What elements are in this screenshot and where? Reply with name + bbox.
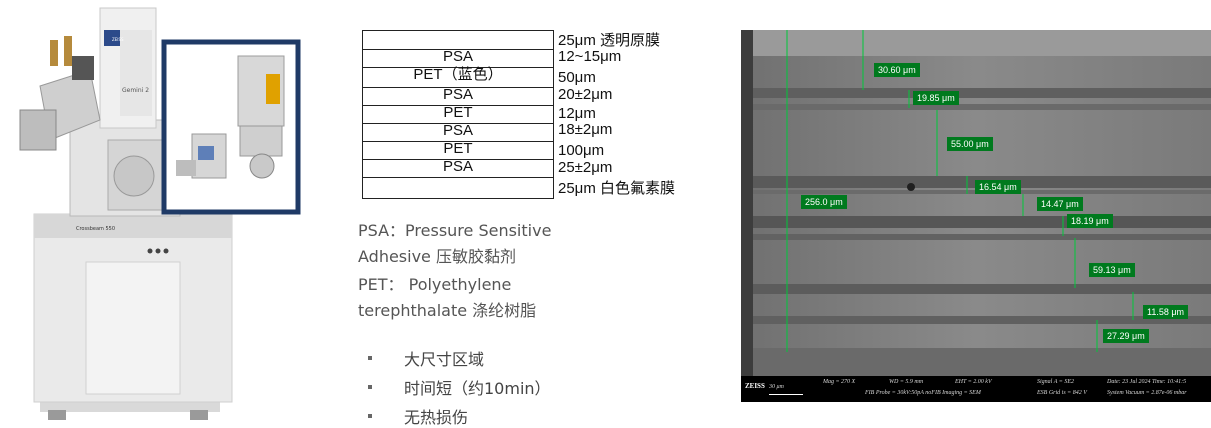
thickness-label: 100μm bbox=[558, 142, 605, 159]
measurement-label: 14.47 μm bbox=[1037, 197, 1083, 211]
layer-pet-blue: PET（蓝色） bbox=[363, 67, 553, 87]
bullet-icon bbox=[368, 385, 372, 389]
measurement-label: 55.00 μm bbox=[947, 137, 993, 151]
layer-psa-3: PSA bbox=[363, 123, 553, 141]
definition-pet-line2: terephthalate 涤纶树脂 bbox=[358, 301, 537, 320]
thickness-label: 25μm 透明原膜 bbox=[558, 32, 660, 49]
scale-bar-label: 30 μm bbox=[769, 384, 784, 390]
definition-pet-line1: PET： Polyethylene bbox=[358, 275, 512, 294]
esb-grid: ESB Grid is = 842 V bbox=[1037, 390, 1087, 396]
svg-text:ZEISS: ZEISS bbox=[112, 37, 124, 42]
crossbeam-instrument-image: ZEISS Gemini 2 Crossbeam 550 bbox=[19, 7, 301, 420]
magnification: Mag = 270 X bbox=[823, 379, 856, 385]
thickness-label: 20±2μm bbox=[558, 86, 613, 103]
measurement-label: 59.13 μm bbox=[1089, 263, 1135, 277]
system-vacuum: System Vacuum = 2.87e-06 mbar bbox=[1107, 390, 1187, 396]
svg-text:Gemini 2: Gemini 2 bbox=[122, 87, 149, 94]
measurement-label: 16.54 μm bbox=[975, 180, 1021, 194]
thickness-label: 12μm bbox=[558, 105, 596, 122]
layer-stack-diagram: PSA PET（蓝色） PSA PET PSA PET PSA bbox=[362, 30, 554, 199]
measurement-label: 27.29 μm bbox=[1103, 329, 1149, 343]
svg-text:Crossbeam 550: Crossbeam 550 bbox=[76, 226, 115, 232]
signal: Signal A = SE2 bbox=[1037, 379, 1074, 385]
layer-psa-2: PSA bbox=[363, 87, 553, 105]
zeiss-badge-icon bbox=[104, 30, 120, 46]
layer-psa-1: PSA bbox=[363, 49, 553, 67]
bullet-icon bbox=[368, 356, 372, 360]
measurement-label: 18.19 μm bbox=[1067, 214, 1113, 228]
sem-info-bar: ZEISS 30 μm Mag = 270 X WD = 5.9 mm EHT … bbox=[741, 376, 1211, 402]
bullet-item-large-area: 大尺寸区域 bbox=[404, 350, 485, 369]
thickness-label: 25±2μm bbox=[558, 159, 613, 176]
working-distance: WD = 5.9 mm bbox=[889, 379, 924, 385]
thickness-label: 12~15μm bbox=[558, 48, 622, 65]
thickness-label: 25μm 白色氟素膜 bbox=[558, 180, 675, 197]
definition-psa-line1: PSA：Pressure Sensitive bbox=[358, 221, 552, 240]
layer-psa-4: PSA bbox=[363, 159, 553, 177]
definition-psa-line2: Adhesive 压敏胶黏剂 bbox=[358, 247, 516, 266]
sem-cross-section-image: 30.60 μm 19.85 μm 55.00 μm 16.54 μm 256.… bbox=[741, 30, 1211, 402]
thickness-label: 50μm bbox=[558, 69, 596, 86]
measurement-label: 19.85 μm bbox=[913, 91, 959, 105]
measurement-label: 256.0 μm bbox=[801, 195, 847, 209]
bullet-item-short-time: 时间短（约10min） bbox=[404, 379, 551, 398]
layer-pet-2: PET bbox=[363, 105, 553, 123]
thickness-label: 18±2μm bbox=[558, 121, 613, 138]
date-time: Date: 23 Jul 2024 Time: 10:41:5 bbox=[1107, 379, 1187, 385]
bullet-item-no-thermal-damage: 无热损伤 bbox=[404, 408, 469, 427]
layer-bottom-film bbox=[363, 177, 553, 198]
measurement-label: 11.58 μm bbox=[1143, 305, 1189, 319]
zeiss-logo: ZEISS bbox=[745, 382, 765, 390]
scale-bar bbox=[769, 394, 803, 395]
measurement-label: 30.60 μm bbox=[874, 63, 920, 77]
eht-voltage: EHT = 2.00 kV bbox=[955, 379, 992, 385]
layer-pet-3: PET bbox=[363, 141, 553, 159]
fib-probe: FIB Probe = 30kV:50pA noFIB Imaging = SE… bbox=[865, 390, 981, 396]
bullet-icon bbox=[368, 414, 372, 418]
layer-top-film bbox=[363, 31, 553, 49]
